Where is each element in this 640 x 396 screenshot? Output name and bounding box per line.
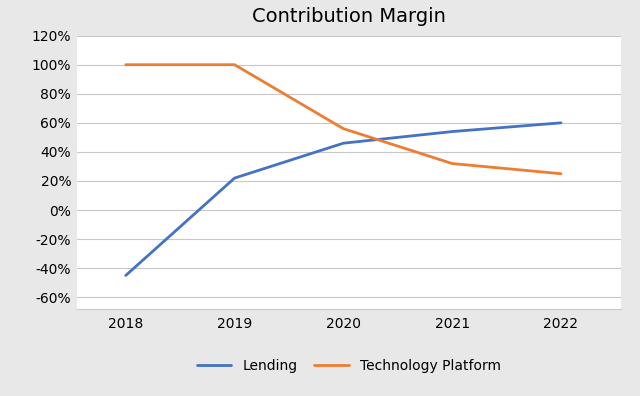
Technology Platform: [340, 126, 348, 131]
Lending: [122, 273, 130, 278]
Technology Platform: [122, 62, 130, 67]
Lending: [230, 176, 238, 181]
Legend: Lending, Technology Platform: Lending, Technology Platform: [191, 353, 507, 379]
Lending: [340, 141, 348, 146]
Line: Lending: Lending: [126, 123, 561, 276]
Technology Platform: [557, 171, 565, 176]
Lending: [449, 129, 456, 134]
Technology Platform: [230, 62, 238, 67]
Title: Contribution Margin: Contribution Margin: [252, 7, 445, 26]
Line: Technology Platform: Technology Platform: [126, 65, 561, 174]
Lending: [557, 120, 565, 125]
Technology Platform: [449, 161, 456, 166]
